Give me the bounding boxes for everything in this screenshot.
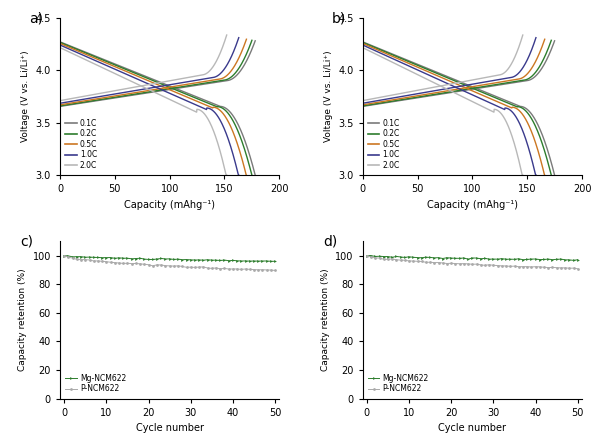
Mg-NCM622 <box>267 259 274 264</box>
P-NCM622 <box>363 253 370 258</box>
Mg-NCM622 <box>363 253 370 258</box>
P-NCM622 <box>272 268 279 273</box>
Text: a): a) <box>29 12 43 25</box>
Mg-NCM622 <box>107 255 114 260</box>
Mg-NCM622 <box>368 253 375 258</box>
Mg-NCM622 <box>414 255 421 260</box>
P-NCM622 <box>570 265 577 271</box>
Text: d): d) <box>323 235 337 249</box>
Legend: Mg-NCM622, P-NCM622: Mg-NCM622, P-NCM622 <box>64 372 128 395</box>
Line: P-NCM622: P-NCM622 <box>365 254 579 270</box>
P-NCM622 <box>410 258 417 264</box>
Legend: 0.1C, 0.2C, 0.5C, 1.0C, 2.0C: 0.1C, 0.2C, 0.5C, 1.0C, 2.0C <box>367 117 401 171</box>
P-NCM622 <box>431 260 438 265</box>
Line: Mg-NCM622: Mg-NCM622 <box>63 254 277 263</box>
Text: b): b) <box>332 12 346 25</box>
Mg-NCM622 <box>520 257 527 262</box>
P-NCM622 <box>61 253 68 258</box>
Mg-NCM622 <box>435 255 442 260</box>
Mg-NCM622 <box>61 253 68 258</box>
P-NCM622 <box>427 260 434 265</box>
Y-axis label: Capacity retention (%): Capacity retention (%) <box>321 268 330 371</box>
P-NCM622 <box>515 264 523 269</box>
Mg-NCM622 <box>570 258 577 263</box>
P-NCM622 <box>502 263 509 268</box>
X-axis label: Cycle number: Cycle number <box>439 423 506 433</box>
X-axis label: Cycle number: Cycle number <box>136 423 203 433</box>
Y-axis label: Voltage (V vs. Li/Li⁺): Voltage (V vs. Li/Li⁺) <box>324 51 333 142</box>
Mg-NCM622 <box>272 259 279 264</box>
X-axis label: Capacity (mAhg⁻¹): Capacity (mAhg⁻¹) <box>124 200 215 210</box>
P-NCM622 <box>128 261 136 266</box>
P-NCM622 <box>200 264 207 270</box>
Y-axis label: Capacity retention (%): Capacity retention (%) <box>18 268 27 371</box>
P-NCM622 <box>212 265 220 271</box>
X-axis label: Capacity (mAhg⁻¹): Capacity (mAhg⁻¹) <box>427 200 518 210</box>
Mg-NCM622 <box>431 255 438 260</box>
P-NCM622 <box>574 266 581 272</box>
Mg-NCM622 <box>566 257 573 263</box>
Y-axis label: Voltage (V vs. Li/Li⁺): Voltage (V vs. Li/Li⁺) <box>21 51 30 142</box>
Line: Mg-NCM622: Mg-NCM622 <box>365 254 579 262</box>
Legend: 0.1C, 0.2C, 0.5C, 1.0C, 2.0C: 0.1C, 0.2C, 0.5C, 1.0C, 2.0C <box>64 117 99 171</box>
P-NCM622 <box>107 260 114 265</box>
Mg-NCM622 <box>212 257 220 263</box>
Legend: Mg-NCM622, P-NCM622: Mg-NCM622, P-NCM622 <box>367 372 430 395</box>
P-NCM622 <box>267 268 274 273</box>
Line: P-NCM622: P-NCM622 <box>63 254 277 272</box>
Mg-NCM622 <box>574 257 581 262</box>
Mg-NCM622 <box>128 256 136 261</box>
P-NCM622 <box>124 260 131 266</box>
Text: c): c) <box>20 235 34 249</box>
Mg-NCM622 <box>124 256 131 261</box>
Mg-NCM622 <box>506 256 514 262</box>
Mg-NCM622 <box>200 257 207 263</box>
